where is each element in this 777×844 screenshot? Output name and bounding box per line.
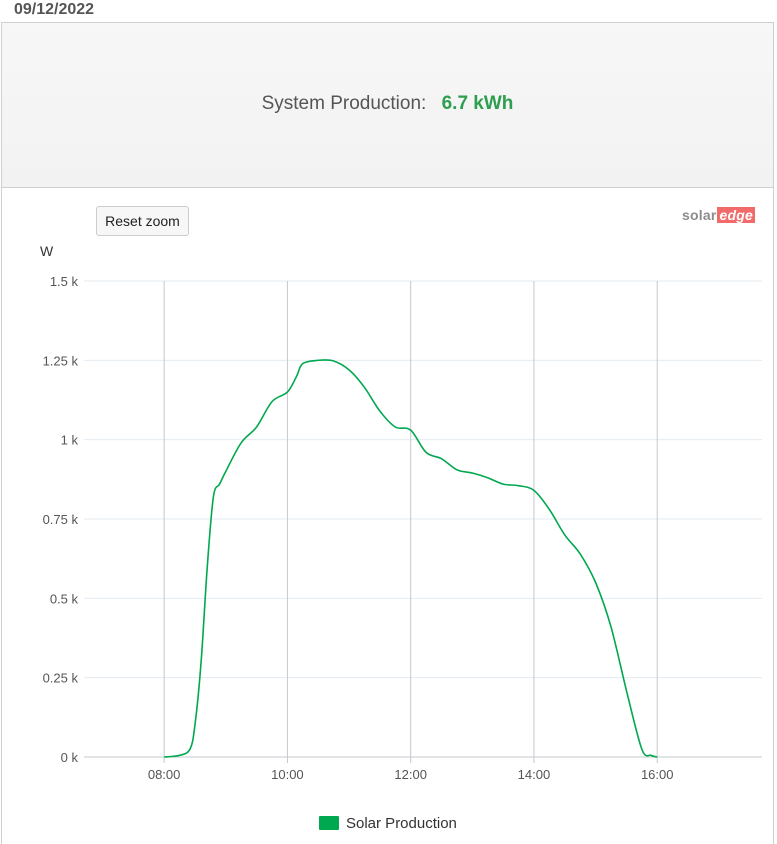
x-tick-label: 08:00 xyxy=(148,767,181,782)
legend-label-solar-production: Solar Production xyxy=(346,814,457,832)
date-header: 09/12/2022 xyxy=(0,0,777,22)
x-tick-label: 14:00 xyxy=(518,767,551,782)
chart-axes: 0 k 0.25 k 0.5 k 0.75 k 1 k 1.25 k 1.5 k 08:00 1… xyxy=(43,274,762,782)
series-line-solar-production[interactable] xyxy=(164,359,658,758)
x-tick-label: 12:00 xyxy=(394,767,427,782)
reset-zoom-button[interactable]: Reset zoom xyxy=(96,206,189,236)
production-summary: System Production: 6.7 kWh xyxy=(2,93,773,115)
legend-swatch-solar-production xyxy=(319,816,339,830)
chart-legend[interactable]: Solar Production xyxy=(319,813,457,833)
chart-grid xyxy=(84,280,762,757)
y-tick-label: 0.25 k xyxy=(43,671,79,686)
y-tick-label: 1.5 k xyxy=(50,274,79,289)
x-tick-label: 16:00 xyxy=(641,767,674,782)
production-label: System Production: xyxy=(261,93,427,114)
production-summary-panel: System Production: 6.7 kWh xyxy=(1,22,774,188)
x-tick-label: 10:00 xyxy=(271,767,304,782)
solaredge-logo: solar edge xyxy=(682,206,755,224)
y-tick-label: 0.5 k xyxy=(50,591,79,606)
logo-text-edge: edge xyxy=(717,207,755,223)
y-tick-label: 1.25 k xyxy=(43,353,79,368)
y-tick-label: 0 k xyxy=(61,750,79,765)
chart-series xyxy=(164,359,658,758)
logo-text-solar: solar xyxy=(682,207,717,223)
production-value: 6.7 kWh xyxy=(441,93,514,114)
y-tick-label: 1 k xyxy=(61,433,79,448)
y-tick-label: 0.75 k xyxy=(43,512,79,527)
chart-panel xyxy=(1,188,774,844)
report-date: 09/12/2022 xyxy=(14,1,95,18)
y-axis-label: W xyxy=(40,243,54,259)
